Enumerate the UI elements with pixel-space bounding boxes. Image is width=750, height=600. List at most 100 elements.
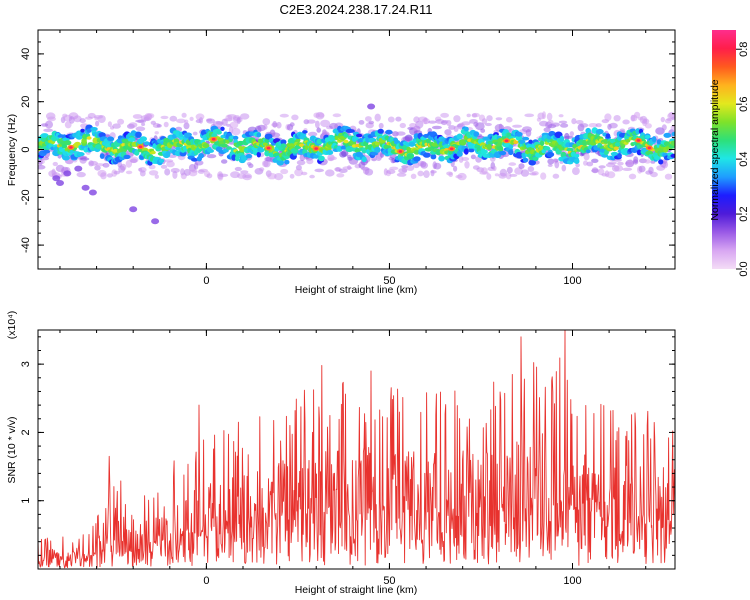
spectrogram-cell	[121, 138, 129, 144]
spectrogram-y-tick-label: 0	[20, 146, 32, 152]
spectrogram-cell	[289, 122, 295, 127]
spectrogram-cell	[499, 150, 507, 156]
spectrogram-cell	[644, 123, 652, 129]
spectrogram-cell	[364, 168, 374, 176]
spectrogram-cell	[498, 145, 504, 153]
spectrogram-cell	[633, 156, 639, 164]
spectrogram-cell	[358, 120, 365, 125]
spectrogram-cell	[459, 139, 467, 146]
spectrogram-cell	[347, 129, 355, 133]
spectrogram-cell	[206, 154, 217, 159]
spectrogram-cell	[374, 146, 381, 153]
snr-series-line	[38, 330, 675, 569]
spectrogram-cell	[471, 113, 478, 118]
spectrogram-cell	[595, 123, 602, 128]
spectrogram-cell	[52, 175, 61, 182]
spectrogram-cell	[663, 132, 672, 138]
spectrogram-cell	[486, 115, 493, 122]
spectrogram-cell	[221, 159, 228, 164]
spectrogram-cell	[453, 115, 461, 123]
spectrogram-cell	[357, 138, 365, 143]
spectrogram-y-tick-label: -20	[20, 189, 32, 205]
spectrogram-cell	[61, 143, 68, 149]
spectrogram-cell	[642, 118, 650, 125]
spectrogram-cell	[553, 158, 559, 163]
spectrogram-cell	[43, 128, 53, 132]
spectrogram-cell	[347, 165, 352, 171]
spectrogram-cell	[68, 116, 75, 124]
snr-marks	[38, 330, 675, 569]
spectrogram-cell	[148, 164, 156, 170]
spectrogram-cell	[505, 172, 512, 180]
spectrogram-cell	[396, 131, 406, 136]
spectrogram-cell	[202, 143, 210, 149]
spectrogram-cell	[76, 171, 86, 178]
spectrogram-cell	[107, 121, 112, 128]
spectrogram-cell	[79, 118, 86, 124]
spectrogram-cell	[150, 150, 156, 155]
spectrogram-cell	[234, 166, 242, 172]
spectrogram-cell	[440, 112, 449, 118]
spectrogram-cell	[658, 159, 664, 165]
spectrogram-cell	[112, 148, 118, 153]
spectrogram-cell	[671, 131, 675, 137]
spectrogram-cell	[622, 119, 630, 125]
spectrogram-cell	[406, 153, 414, 160]
spectrogram-cell	[389, 166, 399, 171]
spectrogram-cell	[326, 150, 334, 155]
spectrogram-x-tick-label: 0	[203, 275, 209, 287]
spectrogram-cell	[470, 154, 476, 160]
spectrogram-cell	[158, 158, 165, 163]
spectrogram-cell	[274, 173, 284, 181]
spectrogram-cell	[226, 146, 233, 150]
spectrogram-cell	[56, 180, 64, 186]
spectrogram-cell	[218, 173, 229, 177]
spectrogram-cell	[603, 149, 609, 155]
spectrogram-cell	[139, 136, 147, 142]
spectrogram-cell	[575, 120, 584, 125]
spectrogram-cell	[216, 130, 222, 135]
spectrogram-cell	[558, 120, 568, 124]
spectrogram-cell	[229, 121, 239, 129]
spectrogram-cell	[263, 124, 268, 130]
spectrogram-cell	[198, 168, 208, 172]
spectrogram-cell	[574, 153, 580, 158]
spectrogram-cell	[463, 126, 469, 132]
spectrogram-cell	[506, 116, 513, 123]
spectrogram-cell	[453, 165, 458, 172]
spectrogram-cell	[611, 151, 618, 157]
spectrogram-cell	[151, 218, 160, 225]
spectrogram-cell	[341, 150, 349, 157]
spectrogram-cell	[650, 171, 658, 178]
spectrogram-cell	[527, 166, 535, 172]
spectrogram-cell	[660, 116, 665, 123]
spectrogram-cell	[442, 144, 451, 149]
spectrogram-cell	[591, 168, 600, 173]
spectrogram-cell	[343, 133, 349, 138]
spectrogram-cell	[356, 133, 363, 138]
spectrogram-cell	[231, 127, 241, 136]
spectrogram-cell	[176, 118, 186, 124]
spectrogram-cell	[473, 131, 480, 137]
spectrogram-cell	[191, 169, 198, 173]
spectrogram-cell	[212, 120, 223, 128]
spectrogram-cell	[661, 124, 667, 131]
spectrogram-cell	[634, 111, 641, 119]
spectrogram-cell	[546, 112, 553, 121]
spectrogram-cell	[262, 142, 268, 146]
spectrogram-cell	[403, 136, 413, 142]
spectrogram-peak-core	[647, 146, 652, 150]
spectrogram-cell	[112, 123, 121, 129]
spectrogram-cell	[627, 159, 634, 167]
spectrogram-cell	[544, 146, 551, 151]
spectrogram-cell	[95, 163, 105, 167]
spectrogram-cell	[508, 162, 517, 166]
spectrogram-cell	[573, 158, 580, 164]
spectrogram-cell	[514, 167, 523, 175]
spectrogram-peak-core	[138, 145, 143, 149]
spectrogram-cell	[423, 170, 430, 179]
spectrogram-cell	[365, 116, 372, 122]
spectrogram-cell	[315, 120, 320, 129]
spectrogram-cell	[102, 162, 110, 168]
